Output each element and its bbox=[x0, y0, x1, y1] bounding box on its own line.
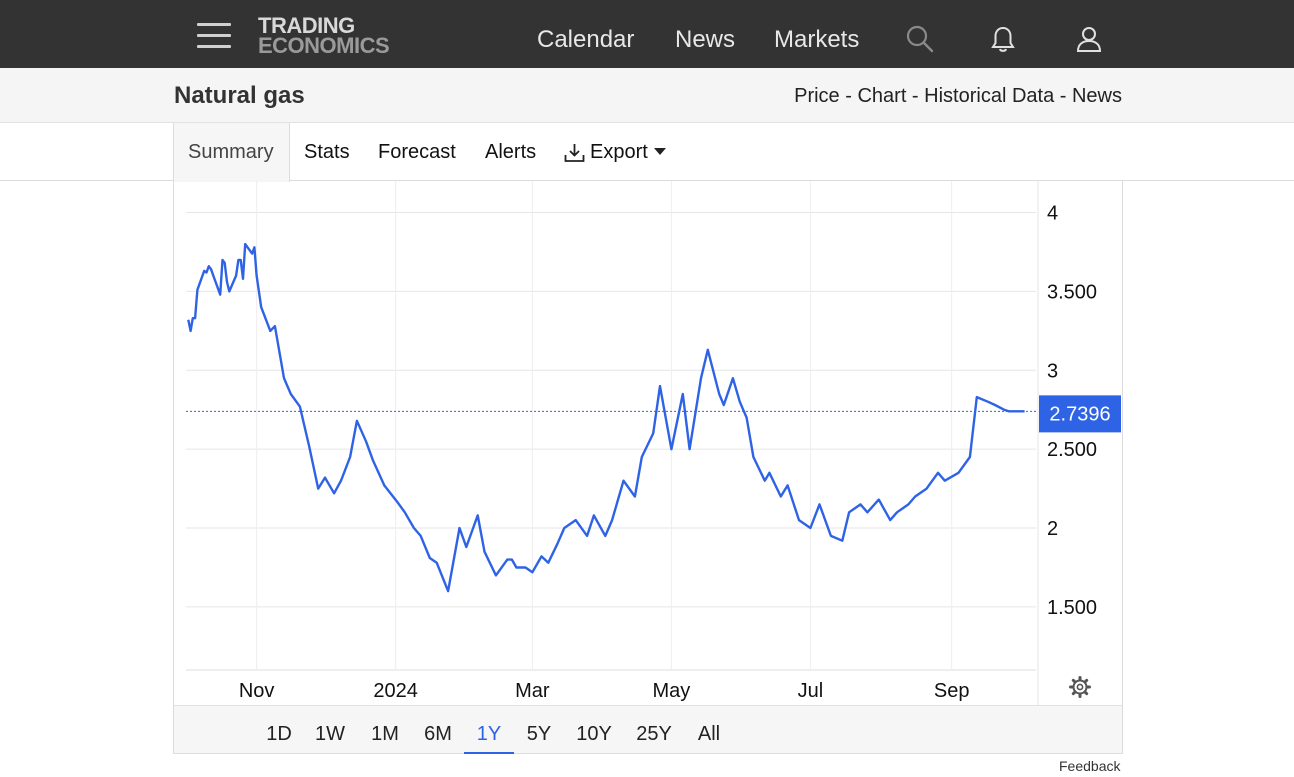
breadcrumb-sep: - bbox=[906, 85, 925, 107]
range-10y[interactable]: 10Y bbox=[576, 723, 612, 745]
feedback-link[interactable]: Feedback bbox=[1059, 758, 1121, 774]
breadcrumb: Price - Chart - Historical Data - News bbox=[794, 85, 1122, 108]
tab-forecast[interactable]: Forecast bbox=[378, 141, 456, 163]
x-tick-label: Nov bbox=[239, 680, 275, 702]
range-6m[interactable]: 6M bbox=[424, 723, 452, 745]
export-label: Export bbox=[590, 141, 648, 163]
breadcrumb-price[interactable]: Price bbox=[794, 85, 840, 107]
last-value-badge: 2.7396 bbox=[1039, 395, 1121, 433]
tab-summary[interactable]: Summary bbox=[173, 123, 290, 182]
price-chart[interactable]: 1.500 2 2.500 3 3.500 4 Nov 2024 Mar May Jul Sep 2… bbox=[174, 181, 1124, 706]
tab-bar: Summary Stats Forecast Alerts Export bbox=[0, 123, 1294, 182]
nav-news[interactable]: News bbox=[675, 26, 736, 53]
search-icon[interactable] bbox=[905, 24, 935, 54]
logo[interactable]: TRADING ECONOMICS bbox=[258, 13, 390, 58]
range-1w[interactable]: 1W bbox=[315, 723, 345, 745]
price-series-line[interactable] bbox=[187, 242, 1025, 593]
x-tick-label: May bbox=[652, 680, 690, 702]
tab-stats[interactable]: Stats bbox=[304, 141, 350, 163]
logo-line2: ECONOMICS bbox=[258, 33, 390, 58]
range-5y[interactable]: 5Y bbox=[526, 723, 552, 745]
y-tick-label: 4 bbox=[1047, 203, 1058, 225]
download-icon bbox=[564, 144, 585, 162]
nav-calendar[interactable]: Calendar bbox=[537, 26, 635, 53]
range-1y[interactable]: 1Y bbox=[464, 706, 514, 754]
page-title: Natural gas bbox=[174, 82, 305, 109]
breadcrumb-chart[interactable]: Chart bbox=[857, 85, 907, 107]
x-tick-label: Jul bbox=[798, 680, 824, 702]
logo-line1: TRADING bbox=[258, 13, 355, 38]
x-tick-label: Sep bbox=[934, 680, 970, 702]
y-tick-label: 1.500 bbox=[1047, 597, 1097, 619]
breadcrumb-historical-data[interactable]: Historical Data bbox=[924, 85, 1055, 107]
bell-icon[interactable] bbox=[988, 24, 1018, 54]
breadcrumb-sep: - bbox=[1054, 85, 1072, 107]
last-value-label: 2.7396 bbox=[1049, 403, 1110, 425]
y-tick-label: 3 bbox=[1047, 360, 1058, 382]
range-1d[interactable]: 1D bbox=[266, 723, 292, 745]
y-tick-label: 3.500 bbox=[1047, 281, 1097, 303]
nav-markets[interactable]: Markets bbox=[774, 26, 860, 53]
range-1m[interactable]: 1M bbox=[371, 723, 399, 745]
range-selector: 1D 1W 1M 6M 1Y 5Y 10Y 25Y All bbox=[174, 705, 1122, 754]
breadcrumb-sep: - bbox=[839, 85, 858, 107]
y-tick-label: 2 bbox=[1047, 518, 1058, 540]
tab-alerts[interactable]: Alerts bbox=[485, 141, 537, 163]
x-tick-label: Mar bbox=[515, 680, 550, 702]
range-all[interactable]: All bbox=[697, 723, 721, 745]
menu-icon[interactable] bbox=[197, 23, 231, 49]
top-nav: TRADING ECONOMICS Calendar News Markets bbox=[0, 0, 1294, 68]
range-25y[interactable]: 25Y bbox=[636, 723, 672, 745]
breadcrumb-news[interactable]: News bbox=[1071, 85, 1122, 107]
caret-down-icon bbox=[654, 148, 666, 155]
gear-icon[interactable] bbox=[1069, 676, 1091, 698]
user-icon[interactable] bbox=[1074, 24, 1104, 54]
chart-panel: 1.500 2 2.500 3 3.500 4 Nov 2024 Mar May Jul Sep 2… bbox=[173, 181, 1123, 754]
y-tick-label: 2.500 bbox=[1047, 439, 1097, 461]
x-tick-label: 2024 bbox=[373, 680, 418, 702]
sub-header: Natural gas Price - Chart - Historical D… bbox=[0, 68, 1294, 123]
